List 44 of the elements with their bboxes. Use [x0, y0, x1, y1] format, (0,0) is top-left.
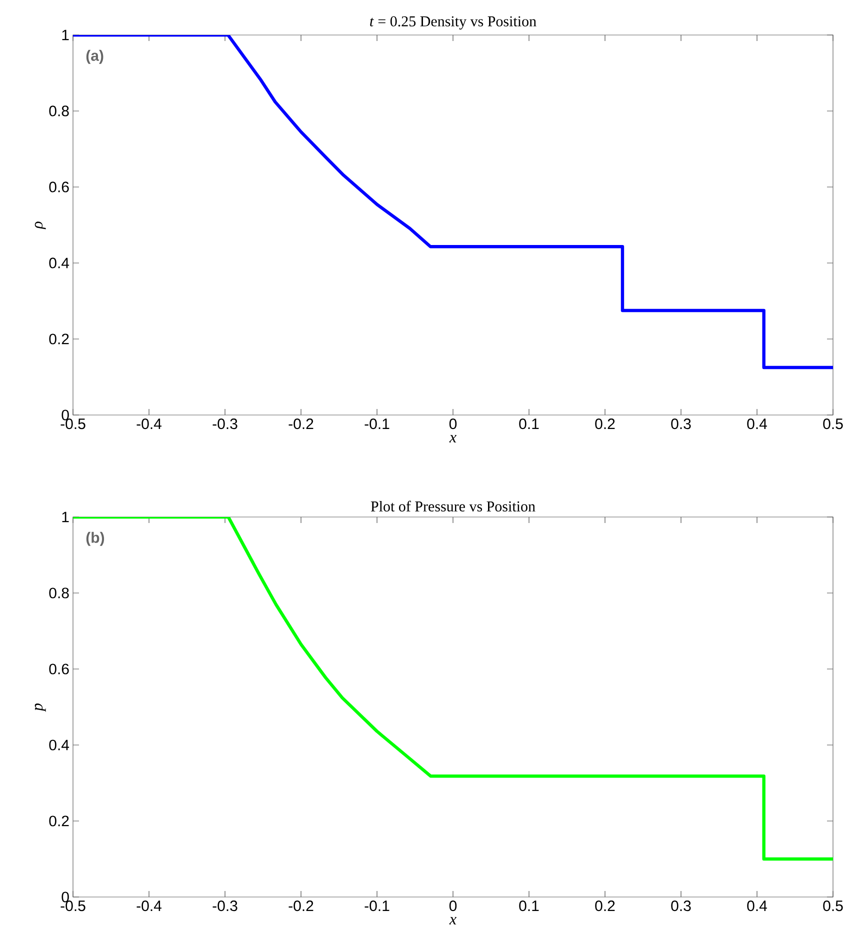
y-tick-label: 0	[62, 410, 69, 420]
x-tick-label: -0.3	[212, 418, 238, 430]
x-tick-label: 0.2	[595, 418, 615, 430]
chart-title: t = 0.25 Density vs Position	[370, 16, 536, 30]
annotation: (a)	[86, 50, 104, 64]
y-tick-label: 0.4	[49, 740, 70, 750]
x-tick-label: 0.5	[823, 418, 843, 430]
x-tick-label: -0.5	[60, 418, 86, 430]
x-tick-label: -0.2	[288, 418, 314, 430]
x-tick-label: 0	[449, 900, 457, 912]
x-tick-label: -0.2	[288, 900, 314, 912]
x-tick-label: -0.3	[212, 900, 238, 912]
x-tick-label: -0.5	[60, 900, 86, 912]
x-tick-label: 0.5	[823, 900, 843, 912]
x-tick-label: -0.1	[364, 418, 390, 430]
annotation: (b)	[86, 532, 104, 546]
y-tick-label: 0.8	[49, 106, 69, 116]
x-tick-label: 0.3	[671, 900, 691, 912]
chart-title: Plot of Pressure vs Position	[370, 500, 536, 512]
y-axis-title: p	[34, 703, 46, 712]
x-axis-title: x	[449, 434, 456, 442]
line-series	[73, 516, 834, 861]
y-tick-label: 0.4	[49, 258, 70, 268]
line-series	[73, 34, 834, 370]
x-axis-title: x	[449, 916, 456, 924]
x-tick-label: 0.1	[519, 418, 539, 430]
y-tick-label: 1	[62, 512, 69, 522]
x-tick-label: 0.3	[671, 418, 691, 430]
y-tick-label: 0	[62, 892, 69, 902]
y-tick-label: 0.8	[49, 588, 69, 598]
y-axis-title: ρ	[34, 222, 46, 230]
x-tick-label: 0.1	[519, 900, 539, 912]
x-tick-label: 0.4	[747, 900, 767, 912]
x-tick-label: 0.2	[595, 900, 615, 912]
y-tick-label: 1	[62, 30, 69, 40]
y-tick-label: 0.2	[49, 334, 69, 344]
y-tick-label: 0.2	[49, 816, 69, 826]
x-tick-label: 0	[449, 418, 457, 430]
x-tick-label: -0.4	[136, 900, 162, 912]
x-tick-label: -0.1	[364, 900, 390, 912]
x-tick-label: -0.4	[136, 418, 162, 430]
y-tick-label: 0.6	[49, 182, 69, 192]
y-tick-label: 0.6	[49, 664, 69, 674]
x-tick-label: 0.4	[747, 418, 767, 430]
